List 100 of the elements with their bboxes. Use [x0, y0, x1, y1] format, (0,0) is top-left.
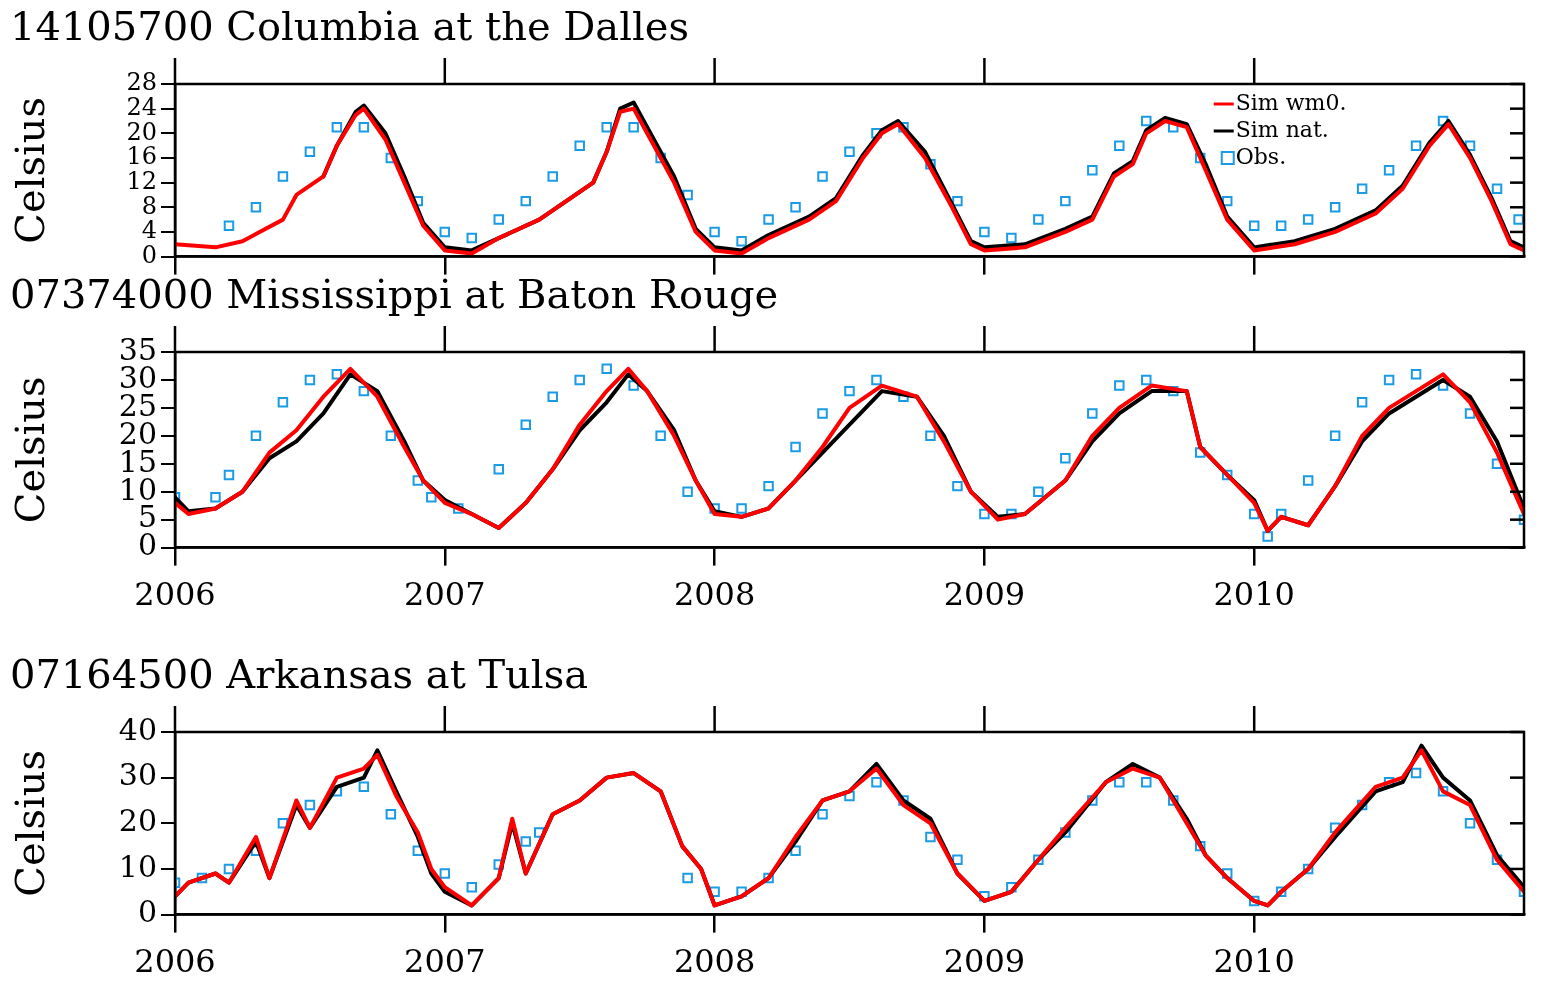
point	[331, 369, 343, 380]
point	[736, 235, 747, 247]
point	[709, 886, 720, 898]
point	[844, 385, 855, 397]
point	[1302, 475, 1314, 486]
point	[385, 430, 397, 442]
point	[439, 226, 451, 238]
legend-label: Obs.	[1235, 143, 1287, 169]
y-tick-label: 0	[137, 527, 157, 563]
point	[439, 868, 451, 879]
point	[1437, 786, 1449, 797]
point	[453, 503, 464, 514]
point	[979, 508, 990, 520]
point	[1513, 214, 1524, 225]
y-tick-label: 20	[118, 803, 157, 839]
point	[223, 469, 235, 481]
point	[574, 140, 585, 151]
point	[790, 441, 801, 453]
y-axis-title: Celsius	[7, 96, 54, 244]
x-tick-label: 2007	[404, 942, 486, 981]
point	[1275, 508, 1287, 520]
x-tick-label: 2007	[404, 575, 486, 614]
chart-title: 07164500 Arkansas at Tulsa	[10, 651, 589, 698]
point	[574, 374, 585, 386]
point	[385, 808, 397, 820]
x-tick-label: 2010	[1213, 942, 1295, 981]
point	[979, 226, 990, 238]
point	[1087, 795, 1098, 806]
point	[1464, 818, 1476, 829]
point	[223, 220, 235, 232]
y-tick-label: 30	[118, 757, 157, 793]
chart-title: 14105700 Columbia at the Dalles	[10, 3, 690, 50]
point	[331, 121, 343, 133]
point	[493, 464, 504, 475]
point	[601, 121, 612, 133]
point	[304, 374, 316, 386]
point	[1087, 165, 1098, 176]
point	[250, 430, 262, 442]
point	[1262, 531, 1273, 542]
point	[210, 492, 221, 503]
point	[682, 872, 693, 884]
point	[1114, 140, 1125, 151]
point	[1060, 452, 1071, 464]
point	[304, 146, 316, 158]
x-tick-label: 2008	[673, 942, 756, 981]
point	[925, 430, 936, 442]
x-tick-label: 2006	[134, 575, 216, 614]
x-tick-label: 2009	[943, 575, 1026, 614]
point	[1033, 854, 1044, 866]
point	[277, 818, 289, 829]
point	[1114, 380, 1125, 391]
point	[358, 121, 370, 133]
point	[466, 232, 478, 244]
y-tick-label: 40	[118, 711, 157, 747]
point	[1383, 165, 1395, 176]
point	[1329, 430, 1341, 442]
point	[520, 195, 531, 207]
point	[1248, 220, 1260, 232]
point	[1329, 202, 1341, 213]
point	[533, 827, 545, 838]
legend-label: Sim wm0.	[1235, 89, 1347, 115]
point	[1221, 868, 1233, 879]
point	[925, 831, 936, 843]
point	[520, 419, 531, 430]
x-tick-label: 2010	[1213, 575, 1295, 614]
point	[844, 146, 855, 158]
point	[736, 503, 747, 514]
point	[871, 374, 882, 386]
point	[628, 121, 639, 133]
point	[763, 214, 774, 225]
point	[277, 171, 289, 182]
legend-label: Sim nat.	[1235, 116, 1329, 142]
point	[1356, 183, 1368, 195]
point	[817, 408, 828, 419]
point	[817, 808, 828, 820]
point	[1033, 214, 1044, 225]
x-tick-label: 2008	[673, 575, 756, 614]
point	[1356, 397, 1368, 408]
point	[520, 836, 531, 847]
point	[871, 776, 882, 788]
point	[547, 171, 558, 182]
x-tick-label: 2009	[943, 942, 1026, 981]
point	[709, 226, 720, 238]
point	[1275, 886, 1287, 898]
point	[223, 863, 235, 875]
point	[682, 486, 693, 497]
point	[952, 854, 963, 866]
point	[1410, 369, 1422, 380]
point	[1141, 374, 1152, 386]
point	[628, 380, 639, 391]
point	[655, 430, 666, 442]
point	[1221, 469, 1233, 481]
point	[763, 872, 774, 884]
point	[790, 202, 801, 213]
y-tick-label: 0	[137, 894, 157, 930]
point	[1464, 408, 1476, 419]
point	[1410, 140, 1422, 151]
point	[952, 480, 963, 492]
point	[412, 475, 424, 486]
chart-title: 07374000 Mississippi at Baton Rouge	[10, 271, 779, 318]
